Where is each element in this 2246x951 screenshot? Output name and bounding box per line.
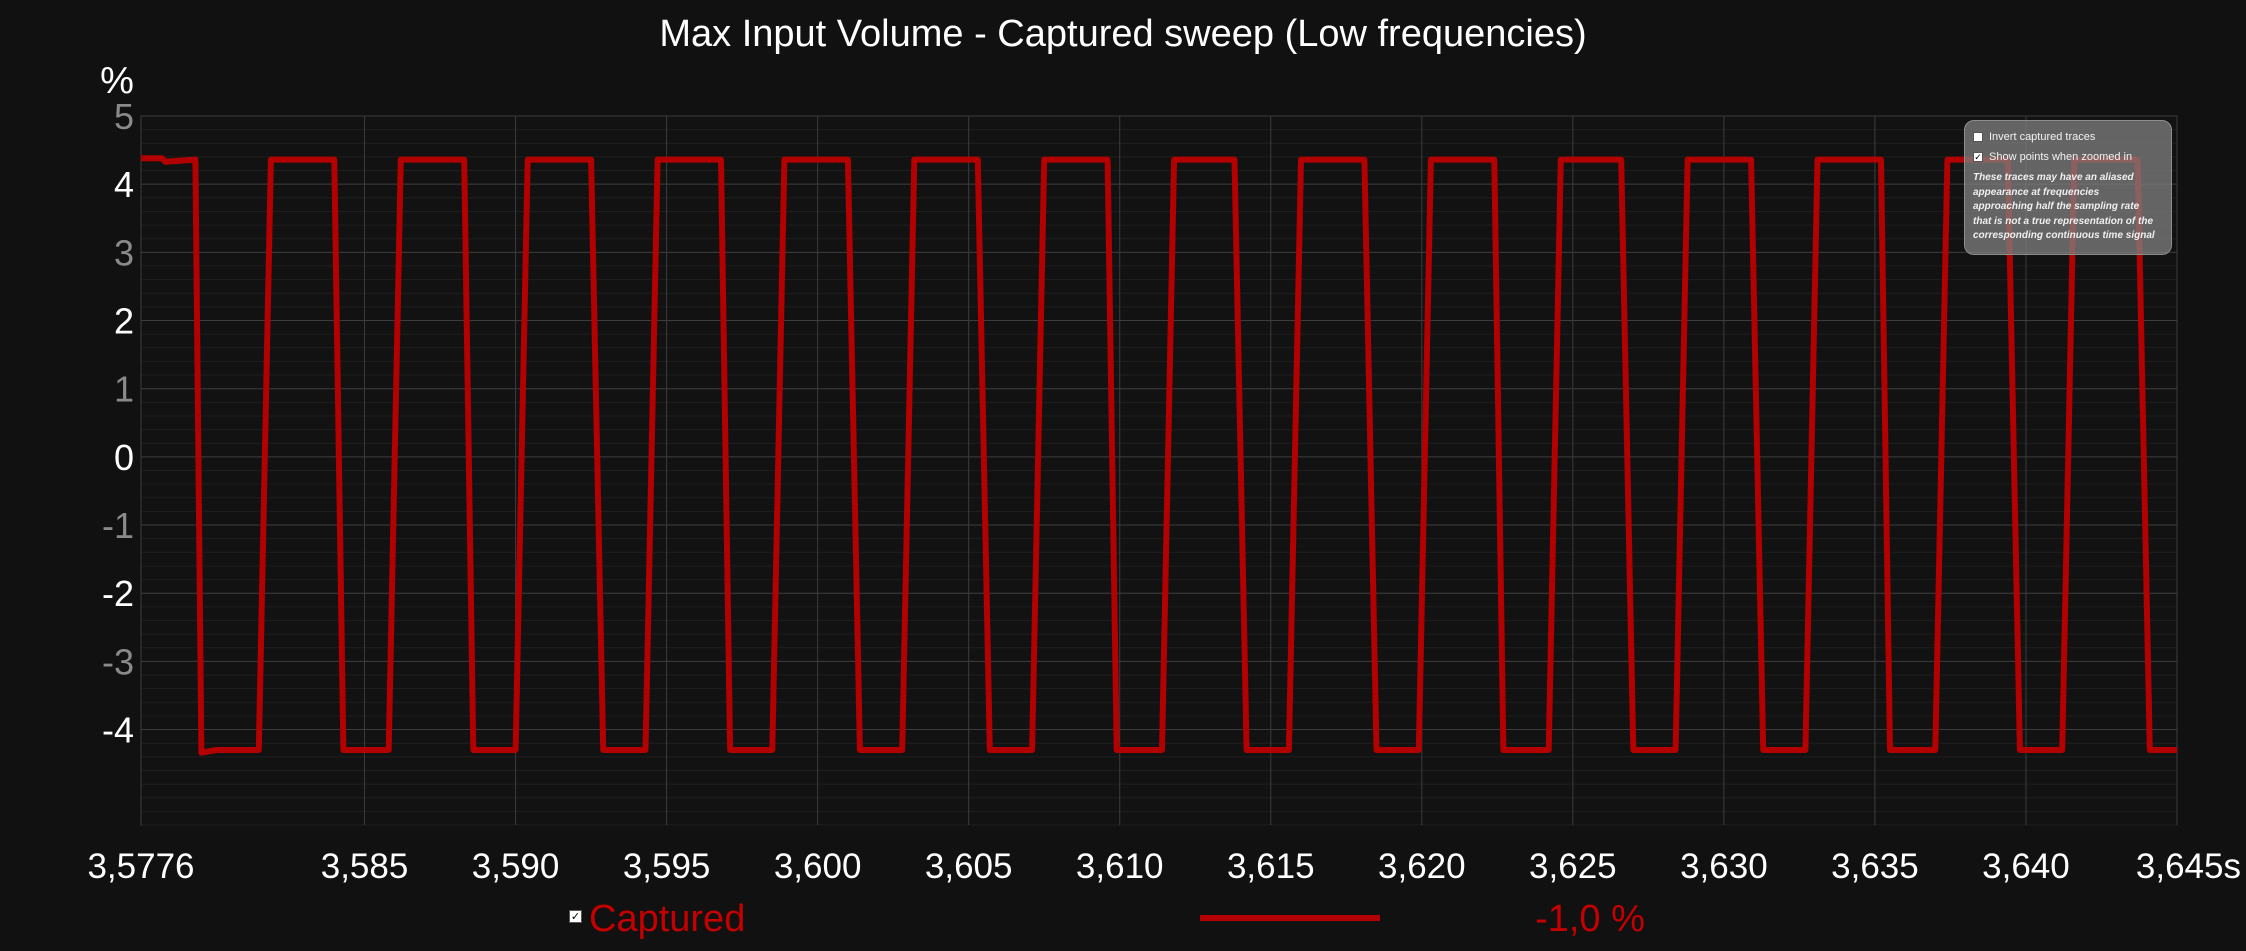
aliasing-note: These traces may have an aliased appeara…	[1973, 171, 2163, 244]
y-axis-labels: 5 4 3 2 1 0 -1 -2 -3 -4	[102, 96, 134, 751]
invert-traces-label: Invert captured traces	[1989, 131, 2096, 143]
chart-title: Max Input Volume - Captured sweep (Low f…	[659, 13, 1586, 55]
aliasing-note-line: approaching half the sampling rate	[1973, 201, 2140, 212]
x-tick-label: 3,620	[1378, 847, 1466, 886]
invert-traces-option[interactable]: Invert captured traces	[1973, 127, 2163, 147]
y-tick-label: -3	[102, 641, 134, 682]
aliasing-note-line: corresponding continuous time signal	[1973, 230, 2155, 241]
x-tick-label: 3,595	[623, 847, 711, 886]
x-tick-label: 3,605	[925, 847, 1013, 886]
x-tick-label: 3,615	[1227, 847, 1315, 886]
x-tick-label: 3,635	[1831, 847, 1919, 886]
y-tick-label: -2	[102, 573, 134, 614]
legend-series-label[interactable]: Captured	[589, 898, 745, 940]
x-tick-label: 3,5776	[87, 847, 194, 886]
x-tick-label: 3,630	[1680, 847, 1768, 886]
y-axis-unit-label: %	[100, 60, 134, 102]
x-tick-label: 3,590	[472, 847, 560, 886]
y-tick-label: 3	[114, 232, 134, 273]
show-points-option[interactable]: ✓ Show points when zoomed in	[1973, 147, 2163, 167]
show-points-checkbox[interactable]: ✓	[1973, 152, 1983, 162]
trace-options-panel: Invert captured traces ✓ Show points whe…	[1964, 120, 2172, 255]
y-tick-label: -4	[102, 710, 134, 751]
aliasing-note-line: that is not a true representation of the	[1973, 215, 2154, 227]
x-tick-label: 3,645s	[2136, 847, 2241, 886]
series-line-captured	[141, 155, 2177, 756]
grid	[140, 115, 2178, 826]
invert-traces-checkbox[interactable]	[1973, 132, 1983, 142]
y-tick-label: 1	[114, 369, 134, 410]
legend-value-readout: -1,0 %	[1535, 898, 1645, 940]
y-tick-label: 5	[114, 96, 134, 137]
x-tick-label: 3,625	[1529, 847, 1617, 886]
show-points-label: Show points when zoomed in	[1989, 151, 2133, 163]
x-tick-label: 3,640	[1982, 847, 2070, 886]
x-tick-label: 3,585	[321, 847, 409, 886]
x-tick-label: 3,610	[1076, 847, 1164, 886]
y-tick-label: 4	[114, 164, 134, 205]
x-tick-label: 3,600	[774, 847, 862, 886]
aliasing-note-line: appearance at frequencies	[1973, 186, 2100, 198]
y-tick-label: 2	[114, 301, 134, 342]
legend-series-checkbox[interactable]: ✓	[569, 910, 582, 923]
aliasing-note-line: These traces may have an aliased	[1973, 172, 2134, 183]
series-group	[141, 155, 2177, 756]
y-tick-label: 0	[114, 437, 134, 478]
x-axis-labels: 3,5776 3,585 3,590 3,595 3,600 3,605 3,610 3,61…	[87, 847, 2241, 886]
y-tick-label: -1	[102, 505, 134, 546]
